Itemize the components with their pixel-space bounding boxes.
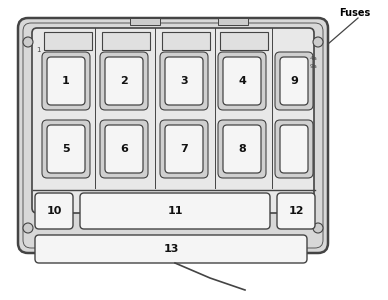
Circle shape	[23, 223, 33, 233]
Bar	[130, 18, 160, 25]
Bar	[220, 32, 268, 50]
FancyBboxPatch shape	[32, 28, 314, 213]
FancyBboxPatch shape	[35, 193, 73, 229]
Bar	[230, 253, 242, 261]
Text: 12: 12	[288, 206, 304, 216]
Circle shape	[313, 223, 323, 233]
FancyBboxPatch shape	[277, 193, 315, 229]
Text: 9a: 9a	[310, 64, 318, 68]
FancyBboxPatch shape	[280, 57, 308, 105]
FancyBboxPatch shape	[35, 235, 307, 263]
FancyBboxPatch shape	[47, 57, 85, 105]
FancyBboxPatch shape	[223, 57, 261, 105]
FancyBboxPatch shape	[280, 125, 308, 173]
Bar	[275, 253, 287, 261]
Bar	[120, 253, 132, 261]
Bar	[75, 253, 87, 261]
Bar	[218, 18, 248, 25]
Text: 1: 1	[36, 47, 40, 53]
Text: 11: 11	[167, 206, 183, 216]
Circle shape	[313, 37, 323, 47]
Circle shape	[23, 37, 33, 47]
FancyBboxPatch shape	[218, 52, 266, 110]
FancyBboxPatch shape	[160, 120, 208, 178]
FancyBboxPatch shape	[47, 125, 85, 173]
FancyBboxPatch shape	[275, 52, 313, 110]
FancyBboxPatch shape	[105, 57, 143, 105]
Text: 7: 7	[180, 144, 188, 154]
FancyBboxPatch shape	[223, 125, 261, 173]
FancyBboxPatch shape	[165, 125, 203, 173]
FancyBboxPatch shape	[160, 52, 208, 110]
FancyBboxPatch shape	[105, 125, 143, 173]
Text: 5: 5	[62, 144, 70, 154]
Text: 9: 9	[290, 76, 298, 86]
Bar	[102, 32, 150, 50]
FancyBboxPatch shape	[18, 18, 328, 253]
FancyBboxPatch shape	[42, 52, 90, 110]
Text: 13: 13	[163, 244, 179, 254]
FancyBboxPatch shape	[100, 120, 148, 178]
FancyBboxPatch shape	[165, 57, 203, 105]
Bar	[44, 32, 92, 50]
Text: 10: 10	[46, 206, 62, 216]
Text: 6: 6	[120, 144, 128, 154]
Text: 2: 2	[120, 76, 128, 86]
FancyBboxPatch shape	[80, 193, 270, 229]
FancyBboxPatch shape	[42, 120, 90, 178]
Bar	[162, 32, 210, 50]
Text: 4a: 4a	[310, 56, 318, 61]
Text: 8: 8	[238, 144, 246, 154]
FancyBboxPatch shape	[218, 120, 266, 178]
Text: 4: 4	[238, 76, 246, 86]
FancyBboxPatch shape	[275, 120, 313, 178]
FancyBboxPatch shape	[100, 52, 148, 110]
Text: Fuses: Fuses	[339, 8, 370, 18]
Text: 3: 3	[180, 76, 188, 86]
Text: 1: 1	[62, 76, 70, 86]
